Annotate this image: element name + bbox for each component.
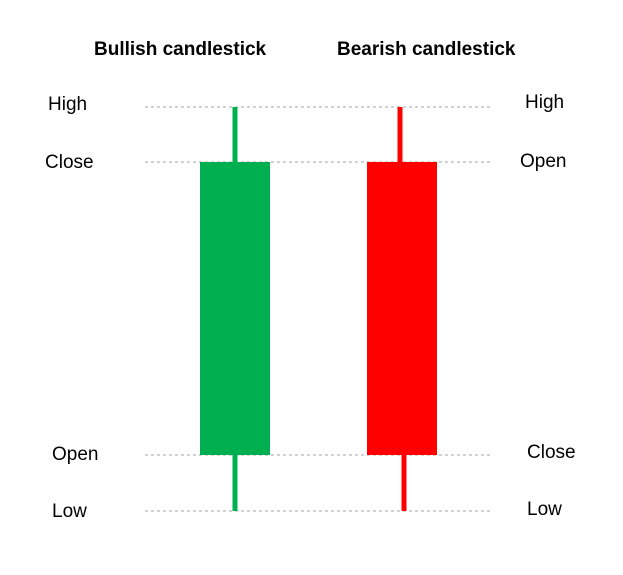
right-label-close: Close [527,442,576,463]
right-label-open: Open [520,151,567,172]
right-label-low: Low [527,499,562,520]
left-label-low: Low [52,501,87,522]
left-label-open: Open [52,444,99,465]
bullish-body [200,162,270,455]
right-label-high: High [525,92,565,113]
bearish-body [367,162,437,455]
left-label-close: Close [45,152,94,173]
bearish-title: Bearish candlestick [337,39,516,60]
left-label-high: High [48,94,88,115]
bullish-title: Bullish candlestick [94,39,267,60]
